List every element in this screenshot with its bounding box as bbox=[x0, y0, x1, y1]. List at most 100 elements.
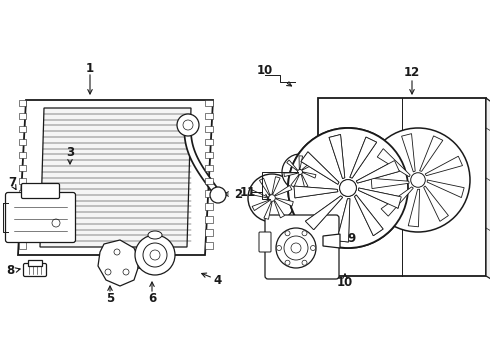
Bar bbox=[205, 177, 213, 184]
Bar bbox=[19, 152, 26, 158]
Polygon shape bbox=[425, 156, 463, 176]
Bar bbox=[19, 100, 26, 107]
Polygon shape bbox=[138, 257, 152, 270]
Circle shape bbox=[291, 243, 301, 253]
Polygon shape bbox=[355, 195, 383, 236]
Circle shape bbox=[311, 246, 316, 251]
Text: 1: 1 bbox=[86, 62, 94, 75]
Text: 6: 6 bbox=[148, 292, 156, 305]
Circle shape bbox=[340, 180, 356, 197]
Polygon shape bbox=[294, 186, 338, 198]
Bar bbox=[205, 113, 213, 120]
Polygon shape bbox=[305, 196, 343, 230]
Polygon shape bbox=[355, 195, 383, 236]
Bar bbox=[205, 203, 213, 210]
Polygon shape bbox=[337, 199, 350, 242]
FancyBboxPatch shape bbox=[5, 193, 75, 243]
Bar bbox=[205, 242, 213, 248]
Circle shape bbox=[150, 250, 160, 260]
Text: 10: 10 bbox=[337, 275, 353, 288]
Circle shape bbox=[276, 228, 316, 268]
Text: 12: 12 bbox=[404, 66, 420, 78]
Polygon shape bbox=[275, 185, 292, 196]
Ellipse shape bbox=[148, 231, 162, 239]
Circle shape bbox=[302, 260, 307, 265]
Bar bbox=[19, 113, 26, 120]
Bar bbox=[19, 139, 26, 145]
Bar bbox=[205, 100, 213, 107]
Bar bbox=[19, 229, 26, 236]
Bar bbox=[19, 177, 26, 184]
Circle shape bbox=[269, 195, 275, 201]
Polygon shape bbox=[318, 98, 486, 276]
Polygon shape bbox=[274, 201, 285, 218]
Text: 7: 7 bbox=[8, 176, 16, 189]
Polygon shape bbox=[350, 137, 377, 178]
Polygon shape bbox=[424, 186, 448, 221]
Polygon shape bbox=[323, 234, 340, 248]
Polygon shape bbox=[40, 108, 191, 247]
Polygon shape bbox=[356, 161, 399, 183]
FancyBboxPatch shape bbox=[259, 232, 271, 252]
Circle shape bbox=[105, 269, 111, 275]
Polygon shape bbox=[381, 187, 414, 216]
Polygon shape bbox=[486, 98, 490, 288]
Bar bbox=[19, 203, 26, 210]
Bar bbox=[205, 152, 213, 158]
Text: 2: 2 bbox=[234, 188, 242, 201]
Bar bbox=[205, 126, 213, 132]
Polygon shape bbox=[259, 178, 270, 195]
Polygon shape bbox=[18, 100, 213, 255]
Polygon shape bbox=[251, 190, 268, 198]
FancyBboxPatch shape bbox=[265, 215, 339, 279]
Polygon shape bbox=[272, 177, 280, 194]
FancyBboxPatch shape bbox=[22, 184, 59, 198]
Polygon shape bbox=[359, 188, 401, 208]
Bar bbox=[19, 216, 26, 223]
Polygon shape bbox=[301, 152, 339, 184]
Circle shape bbox=[366, 128, 470, 232]
Polygon shape bbox=[299, 156, 303, 169]
Circle shape bbox=[302, 231, 307, 236]
Polygon shape bbox=[98, 240, 140, 286]
Polygon shape bbox=[371, 178, 409, 189]
Circle shape bbox=[114, 249, 120, 255]
Circle shape bbox=[177, 114, 199, 136]
Text: 10: 10 bbox=[257, 63, 273, 77]
Bar bbox=[205, 190, 213, 197]
Circle shape bbox=[210, 187, 226, 203]
Text: 9: 9 bbox=[348, 231, 356, 244]
Polygon shape bbox=[337, 199, 350, 242]
Bar bbox=[19, 190, 26, 197]
Polygon shape bbox=[329, 135, 345, 179]
Circle shape bbox=[135, 235, 175, 275]
Polygon shape bbox=[303, 172, 316, 178]
Circle shape bbox=[47, 214, 65, 232]
Circle shape bbox=[143, 243, 167, 267]
Text: 8: 8 bbox=[6, 264, 14, 276]
Polygon shape bbox=[356, 161, 399, 183]
Polygon shape bbox=[294, 186, 338, 198]
Circle shape bbox=[52, 219, 60, 227]
Bar bbox=[205, 139, 213, 145]
Polygon shape bbox=[305, 196, 343, 230]
Circle shape bbox=[285, 231, 290, 236]
Polygon shape bbox=[276, 198, 294, 206]
Polygon shape bbox=[291, 175, 299, 187]
Bar bbox=[19, 165, 26, 171]
Circle shape bbox=[411, 173, 425, 187]
Polygon shape bbox=[402, 134, 415, 172]
Polygon shape bbox=[302, 161, 314, 170]
Bar bbox=[19, 126, 26, 132]
Polygon shape bbox=[427, 180, 464, 198]
Polygon shape bbox=[301, 175, 308, 188]
Circle shape bbox=[297, 170, 302, 175]
Bar bbox=[28, 260, 42, 266]
Polygon shape bbox=[252, 200, 269, 211]
Circle shape bbox=[123, 269, 129, 275]
Circle shape bbox=[288, 128, 408, 248]
Circle shape bbox=[276, 246, 281, 251]
Circle shape bbox=[183, 120, 193, 130]
Polygon shape bbox=[419, 136, 443, 171]
Text: 4: 4 bbox=[214, 274, 222, 287]
